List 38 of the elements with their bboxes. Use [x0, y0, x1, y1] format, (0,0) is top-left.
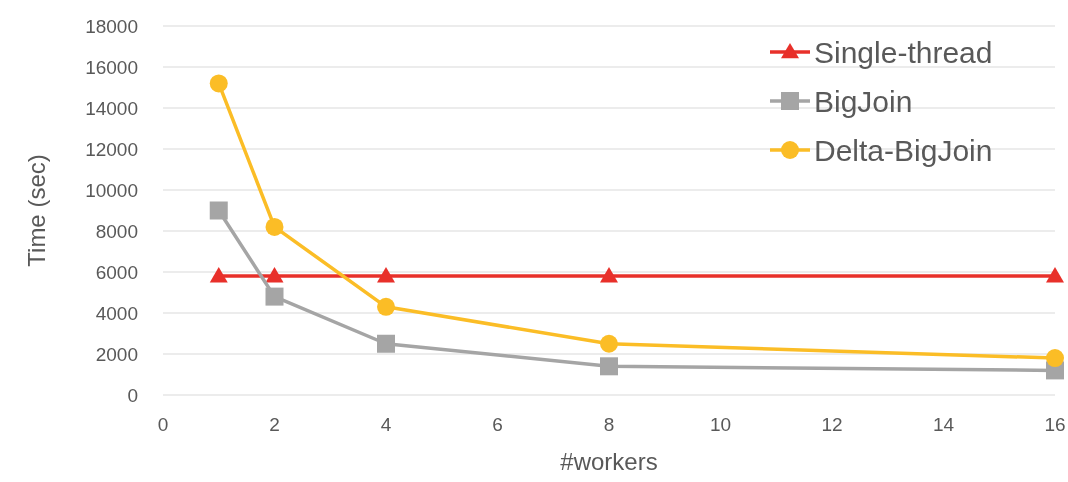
- point: [209, 201, 228, 220]
- x-tick-label: 2: [269, 414, 280, 435]
- point: [600, 267, 618, 283]
- y-tick-label: 4000: [95, 302, 138, 324]
- point: [265, 217, 284, 236]
- x-tick-label: 8: [603, 414, 615, 435]
- y-tick-label: 16000: [85, 56, 138, 78]
- point: [377, 267, 395, 283]
- point: [600, 357, 618, 376]
- point: [209, 267, 228, 283]
- x-tick-label: 4: [380, 414, 392, 435]
- y-tick-label: 18000: [85, 15, 138, 37]
- x-tick-label: 6: [492, 414, 503, 435]
- legend-label: Single-thread: [814, 35, 993, 69]
- point: [377, 334, 395, 353]
- y-tick-label: 14000: [85, 97, 138, 119]
- point: [1046, 349, 1064, 368]
- x-tick-label: 12: [821, 414, 843, 435]
- point: [600, 334, 618, 353]
- legend-label: Delta-BigJoin: [814, 133, 993, 167]
- y-tick-label: 8000: [95, 220, 138, 242]
- x-tick-label: 16: [1044, 414, 1066, 435]
- y-tick-label: 6000: [95, 261, 138, 283]
- x-tick-label: 10: [709, 414, 732, 435]
- point: [265, 267, 284, 283]
- x-tick-label: 0: [157, 414, 169, 435]
- point: [209, 74, 228, 93]
- x-axis-title: #workers: [560, 448, 658, 475]
- point: [265, 287, 284, 306]
- y-tick-label: 12000: [85, 138, 138, 160]
- legend-label: BigJoin: [814, 84, 913, 118]
- point: [1046, 267, 1064, 283]
- y-tick-label: 2000: [95, 343, 138, 365]
- y-tick-label: 10000: [85, 179, 138, 201]
- y-axis-title: Time (sec): [23, 154, 50, 267]
- y-tick-label: 0: [127, 384, 138, 406]
- point: [377, 297, 395, 316]
- x-tick-label: 14: [932, 414, 955, 435]
